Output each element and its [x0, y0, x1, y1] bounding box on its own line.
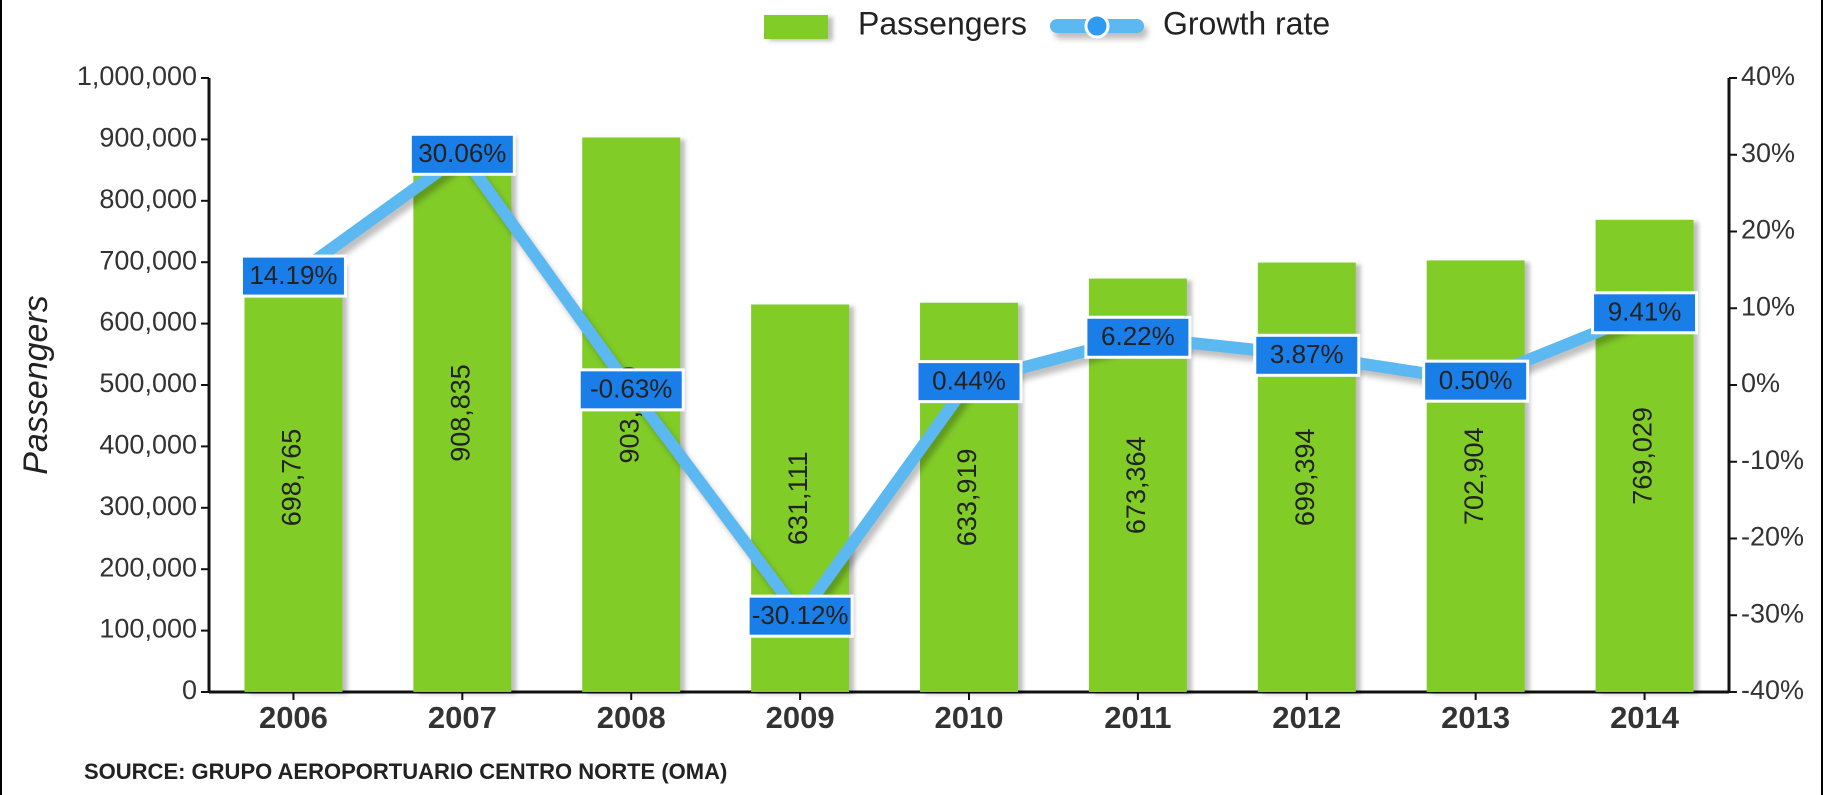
x-tick-label: 2012	[1272, 700, 1341, 735]
growth-value-label: 30.06%	[418, 138, 506, 168]
y-tick-label: 100,000	[99, 614, 197, 644]
growth-value-label: -30.12%	[752, 600, 849, 630]
y2-tick-label: 30%	[1741, 138, 1795, 168]
bar-value-label: 673,364	[1121, 436, 1151, 534]
y2-tick-label: -40%	[1741, 675, 1804, 705]
x-tick-label: 2009	[766, 700, 835, 735]
growth-label-box	[239, 254, 347, 298]
x-tick-label: 2006	[259, 700, 328, 735]
growth-value-label: 3.87%	[1270, 339, 1344, 369]
growth-label-box	[1084, 315, 1192, 359]
y2-tick-label: -30%	[1741, 598, 1804, 628]
y-tick-label: 300,000	[99, 491, 197, 521]
bar-value-label: 698,765	[277, 429, 307, 527]
y2-tick-label: 40%	[1741, 61, 1795, 91]
y2-tick-label: -10%	[1741, 445, 1804, 475]
growth-label-box	[1422, 359, 1530, 403]
growth-label-box	[577, 368, 685, 412]
growth-label-box	[746, 594, 854, 638]
y2-tick-label: 20%	[1741, 215, 1795, 245]
growth-label-box	[915, 360, 1023, 404]
y-tick-label: 900,000	[99, 123, 197, 153]
bar	[413, 133, 512, 692]
y-tick-label: 800,000	[99, 184, 197, 214]
x-tick-label: 2010	[935, 700, 1004, 735]
y-tick-label: 200,000	[99, 552, 197, 582]
growth-label-box	[408, 132, 516, 176]
legend-label: Passengers	[858, 5, 1027, 41]
growth-value-label: 6.22%	[1101, 321, 1175, 351]
bar-value-label: 631,111	[783, 451, 813, 545]
y-tick-label: 1,000,000	[77, 61, 197, 91]
growth-value-label: 9.41%	[1608, 297, 1682, 327]
legend-swatch	[764, 15, 828, 39]
growth-value-label: 0.44%	[932, 365, 1006, 395]
bar-value-label: 769,029	[1628, 407, 1658, 505]
x-tick-label: 2013	[1441, 700, 1510, 735]
y-tick-label: 500,000	[99, 368, 197, 398]
growth-value-label: 0.50%	[1439, 365, 1513, 395]
bar-value-label: 702,904	[1459, 427, 1489, 525]
y2-tick-label: 10%	[1741, 291, 1795, 321]
bar-value-label: 699,394	[1290, 428, 1320, 526]
y-tick-label: 600,000	[99, 307, 197, 337]
y2-tick-label: -20%	[1741, 522, 1804, 552]
growth-value-label: 14.19%	[249, 260, 337, 290]
y2-tick-label: 0%	[1741, 368, 1780, 398]
y-tick-label: 700,000	[99, 245, 197, 275]
y-tick-label: 0	[182, 675, 197, 705]
legend-dot	[1084, 13, 1110, 39]
bar	[244, 262, 343, 692]
source-note: SOURCE: GRUPO AEROPORTUARIO CENTRO NORTE…	[84, 759, 727, 784]
x-tick-label: 2014	[1610, 700, 1680, 735]
bar-value-label: 908,835	[445, 364, 475, 462]
x-tick-label: 2008	[597, 700, 666, 735]
bar	[582, 137, 681, 693]
y-tick-label: 400,000	[99, 430, 197, 460]
bar-value-label: 633,919	[952, 449, 982, 547]
x-tick-label: 2007	[428, 700, 497, 735]
bar	[1426, 260, 1525, 692]
growth-label-box	[1591, 291, 1699, 335]
legend-label: Growth rate	[1163, 5, 1330, 41]
x-tick-label: 2011	[1104, 700, 1171, 735]
growth-value-label: -0.63%	[590, 374, 672, 404]
growth-label-box	[1253, 333, 1361, 377]
y-axis-title: Passengers	[17, 295, 55, 475]
